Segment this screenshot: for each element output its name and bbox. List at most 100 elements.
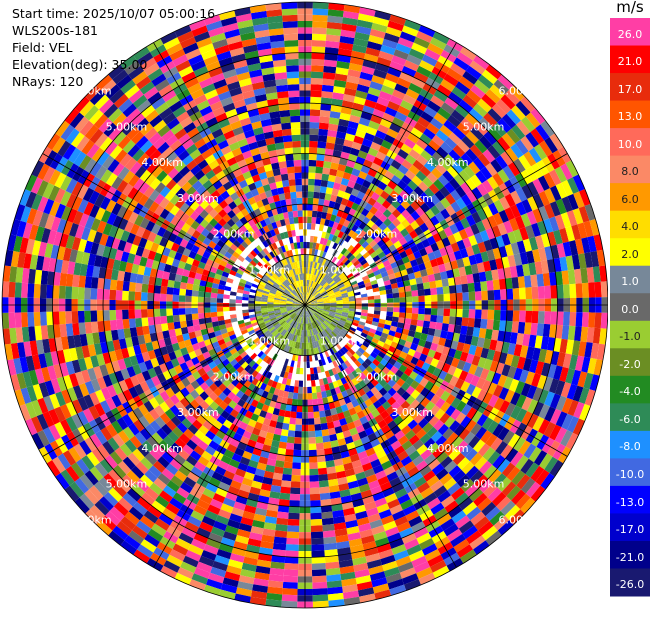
- velocity-gate: [310, 103, 321, 110]
- velocity-gate: [242, 306, 248, 309]
- velocity-gate: [179, 308, 186, 315]
- velocity-gate: [530, 323, 538, 336]
- velocity-gate: [229, 307, 236, 311]
- velocity-gate: [211, 312, 218, 317]
- velocity-gate: [293, 393, 298, 400]
- velocity-gate: [310, 97, 321, 104]
- velocity-gate: [381, 307, 388, 311]
- velocity-gate: [65, 286, 72, 299]
- velocity-gate: [78, 311, 85, 323]
- velocity-gate: [287, 436, 295, 443]
- velocity-gate: [538, 286, 545, 299]
- velocity-gate: [429, 281, 436, 289]
- velocity-gate: [275, 530, 288, 538]
- velocity-gate: [293, 456, 301, 463]
- velocity-gate: [493, 320, 500, 331]
- velocity-gate: [284, 411, 291, 418]
- velocity-gate: [312, 15, 327, 22]
- velocity-gate: [312, 576, 327, 583]
- velocity-gate: [311, 386, 316, 393]
- velocity-gate: [418, 296, 425, 302]
- velocity-gate: [405, 313, 412, 319]
- velocity-gate: [557, 312, 564, 326]
- velocity-gate: [284, 563, 298, 570]
- velocity-gate: [309, 154, 317, 161]
- velocity-gate: [72, 323, 80, 336]
- velocity-gate: [323, 161, 331, 168]
- velocity-gate: [223, 311, 230, 316]
- velocity-gate: [506, 289, 513, 300]
- velocity-gate: [393, 307, 400, 312]
- velocity-gate: [307, 393, 312, 400]
- velocity-gate: [500, 310, 507, 321]
- velocity-gate: [435, 322, 442, 330]
- velocity-gate: [34, 284, 41, 298]
- velocity-gate: [312, 588, 327, 595]
- velocity-gate: [273, 543, 286, 551]
- velocity-gate: [60, 324, 68, 337]
- velocity-gate: [475, 291, 482, 300]
- velocity-gate: [116, 280, 123, 290]
- velocity-gate: [191, 296, 198, 302]
- velocity-gate: [307, 223, 311, 230]
- velocity-gate: [291, 481, 301, 488]
- velocity-gate: [588, 312, 595, 327]
- velocity-gate: [460, 275, 468, 284]
- velocity-gate: [518, 322, 525, 334]
- velocity-gate: [314, 424, 321, 431]
- velocity-gate: [309, 462, 318, 469]
- velocity-gate: [173, 288, 180, 295]
- velocity-gate: [319, 411, 326, 418]
- velocity-gate: [2, 313, 9, 329]
- velocity-gate: [307, 229, 311, 236]
- velocity-gate: [27, 312, 34, 327]
- velocity-gate: [72, 287, 79, 299]
- velocity-gate: [322, 518, 334, 525]
- velocity-gate: [323, 442, 331, 449]
- velocity-gate: [53, 285, 60, 298]
- velocity-gate: [323, 72, 336, 80]
- velocity-gate: [425, 295, 432, 302]
- velocity-gate: [78, 275, 86, 287]
- velocity-gate: [374, 299, 381, 303]
- velocity-gate: [286, 538, 299, 545]
- velocity-gate: [368, 307, 374, 311]
- velocity-gate: [281, 429, 289, 436]
- velocity-gate: [46, 312, 53, 326]
- velocity-gate: [308, 412, 314, 419]
- velocity-gate: [321, 512, 333, 519]
- velocity-gate: [314, 179, 321, 186]
- velocity-gate: [135, 309, 142, 318]
- velocity-gate: [461, 317, 468, 326]
- velocity-gate: [312, 563, 326, 570]
- velocity-gate: [223, 294, 230, 299]
- velocity-gate: [307, 210, 312, 217]
- velocity-gate: [21, 312, 28, 327]
- velocity-gate: [185, 314, 192, 321]
- velocity-gate: [417, 283, 424, 290]
- velocity-gate: [513, 310, 520, 321]
- velocity-gate: [282, 594, 298, 601]
- velocity-gate: [286, 443, 294, 450]
- velocity-gate: [456, 309, 463, 317]
- velocity-gate: [461, 284, 468, 293]
- velocity-gate: [308, 406, 314, 413]
- velocity-gate: [198, 291, 205, 297]
- velocity-gate: [311, 544, 324, 551]
- velocity-gate: [312, 46, 326, 53]
- velocity-gate: [418, 308, 425, 314]
- velocity-gate: [313, 2, 329, 9]
- velocity-gate: [161, 279, 168, 287]
- velocity-gate: [318, 135, 327, 142]
- velocity-gate: [306, 355, 309, 361]
- velocity-gate: [506, 310, 513, 321]
- velocity-gate: [418, 289, 425, 296]
- velocity-gate: [519, 311, 526, 323]
- velocity-gate: [191, 308, 198, 314]
- velocity-gate: [275, 524, 287, 532]
- velocity-gate: [431, 295, 438, 302]
- velocity-gate: [167, 280, 174, 288]
- velocity-gate: [311, 84, 323, 91]
- velocity-gate: [308, 166, 315, 173]
- velocity-gate: [411, 313, 418, 319]
